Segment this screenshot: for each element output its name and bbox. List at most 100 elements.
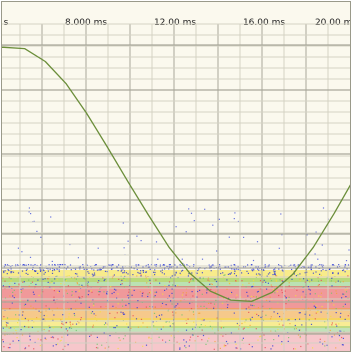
noise-dot [315,293,316,294]
noise-dot [128,303,129,304]
noise-dot [93,325,94,326]
noise-dot [40,315,41,316]
noise-dot [49,282,50,283]
noise-dot [154,313,155,314]
noise-dot [95,317,96,318]
noise-dot [71,308,72,309]
noise-dot [65,279,66,280]
noise-dot [253,260,254,261]
noise-dot [263,269,264,270]
noise-dot [103,291,104,292]
noise-dot [250,318,251,319]
noise-dot [188,208,189,209]
noise-dot [253,269,254,270]
noise-dot [212,328,213,329]
noise-dot [100,306,101,307]
noise-dot [179,347,180,348]
noise-dot [146,282,147,283]
noise-dot [124,314,125,315]
noise-dot [141,240,142,241]
noise-dot [15,330,16,331]
noise-dot [130,289,131,290]
noise-dot [163,326,164,327]
noise-dot [288,319,289,320]
noise-dot [12,286,13,287]
noise-dot [169,281,170,282]
noise-dot [164,273,165,274]
noise-dot [186,264,187,265]
noise-dot [57,279,58,280]
noise-dot [234,264,235,265]
noise-dot [348,264,349,265]
noise-dot [148,264,149,265]
noise-dot [324,341,325,342]
noise-dot [179,307,180,308]
scope-plot[interactable] [2,2,350,351]
noise-dot [161,329,162,330]
noise-dot [343,269,344,270]
noise-dot [323,207,324,208]
noise-dot [150,291,151,292]
noise-dot [18,284,19,285]
noise-dot [147,278,148,279]
noise-dot [157,259,158,260]
noise-dot [248,273,249,274]
noise-dot [159,315,160,316]
noise-dot [295,325,296,326]
noise-dot [154,296,155,297]
noise-dot [295,348,296,349]
noise-dot [189,303,190,304]
noise-dot [335,324,336,325]
noise-dot [105,271,106,272]
noise-dot [132,295,133,296]
noise-dot [113,327,114,328]
noise-dot [234,212,235,213]
noise-dot [152,275,153,276]
noise-dot [43,279,44,280]
noise-dot [201,339,202,340]
noise-dot [285,296,286,297]
noise-dot [57,344,58,345]
noise-dot [145,275,146,276]
noise-dot [122,272,123,273]
noise-dot [347,275,348,276]
noise-dot [86,269,87,270]
noise-dot [180,274,181,275]
noise-dot [154,274,155,275]
noise-dot [123,222,124,223]
noise-dot [153,272,154,273]
noise-dot [170,300,171,301]
noise-dot [160,271,161,272]
noise-dot [269,308,270,309]
noise-dot [301,324,302,325]
noise-dot [320,296,321,297]
noise-dot [156,316,157,317]
noise-dot [289,323,290,324]
noise-dot [214,279,215,280]
noise-dot [276,281,277,282]
noise-dot [118,303,119,304]
noise-dot [50,269,51,270]
noise-dot [154,269,155,270]
noise-dot [147,327,148,328]
noise-dot [235,341,236,342]
noise-dot [95,315,96,316]
noise-dot [336,326,337,327]
noise-dot [226,279,227,280]
noise-dot [190,337,191,338]
noise-dot [117,312,118,313]
noise-dot [44,274,45,275]
noise-dot [110,286,111,287]
noise-dot [288,337,289,338]
noise-dot [202,318,203,319]
noise-dot [215,291,216,292]
noise-dot [224,345,225,346]
noise-dot [24,326,25,327]
noise-dot [266,289,267,290]
noise-dot [281,319,282,320]
noise-dot [192,295,193,296]
noise-dot [257,340,258,341]
noise-dot [98,294,99,295]
noise-dot [51,282,52,283]
noise-dot [137,272,138,273]
